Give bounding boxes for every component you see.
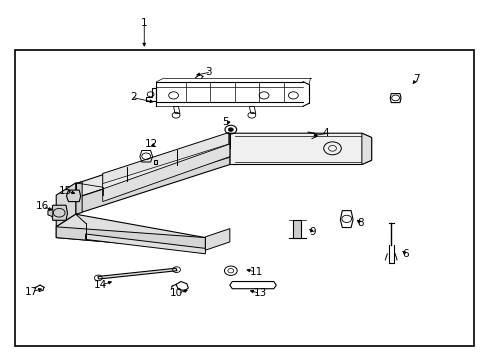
Polygon shape bbox=[56, 183, 76, 227]
Polygon shape bbox=[66, 190, 81, 202]
Text: 1: 1 bbox=[141, 18, 147, 28]
Text: 12: 12 bbox=[144, 139, 158, 149]
Text: 8: 8 bbox=[357, 218, 364, 228]
Text: 11: 11 bbox=[249, 267, 262, 277]
Text: 3: 3 bbox=[205, 67, 212, 77]
Polygon shape bbox=[51, 205, 67, 220]
Text: 13: 13 bbox=[254, 288, 267, 298]
Polygon shape bbox=[48, 209, 53, 217]
Text: 10: 10 bbox=[170, 288, 183, 298]
Polygon shape bbox=[56, 227, 205, 250]
Text: 16: 16 bbox=[36, 201, 49, 211]
Bar bbox=[15, 50, 473, 346]
Text: 2: 2 bbox=[130, 92, 137, 102]
Text: 15: 15 bbox=[59, 186, 72, 196]
Text: 4: 4 bbox=[322, 128, 329, 138]
Polygon shape bbox=[205, 229, 229, 250]
Polygon shape bbox=[76, 182, 82, 214]
Polygon shape bbox=[56, 214, 205, 250]
Polygon shape bbox=[293, 220, 300, 238]
Polygon shape bbox=[229, 133, 371, 165]
Polygon shape bbox=[76, 148, 229, 214]
Text: 6: 6 bbox=[402, 249, 408, 259]
Polygon shape bbox=[102, 144, 229, 202]
Polygon shape bbox=[154, 160, 157, 164]
Polygon shape bbox=[98, 268, 177, 279]
Polygon shape bbox=[76, 133, 229, 198]
Text: 5: 5 bbox=[222, 117, 229, 127]
Text: 14: 14 bbox=[93, 280, 106, 290]
Polygon shape bbox=[102, 132, 228, 187]
Polygon shape bbox=[102, 144, 228, 196]
Text: 7: 7 bbox=[412, 74, 419, 84]
Polygon shape bbox=[85, 234, 205, 254]
Polygon shape bbox=[361, 133, 371, 165]
Text: 17: 17 bbox=[25, 287, 38, 297]
Circle shape bbox=[228, 128, 233, 131]
Text: 9: 9 bbox=[309, 227, 316, 237]
